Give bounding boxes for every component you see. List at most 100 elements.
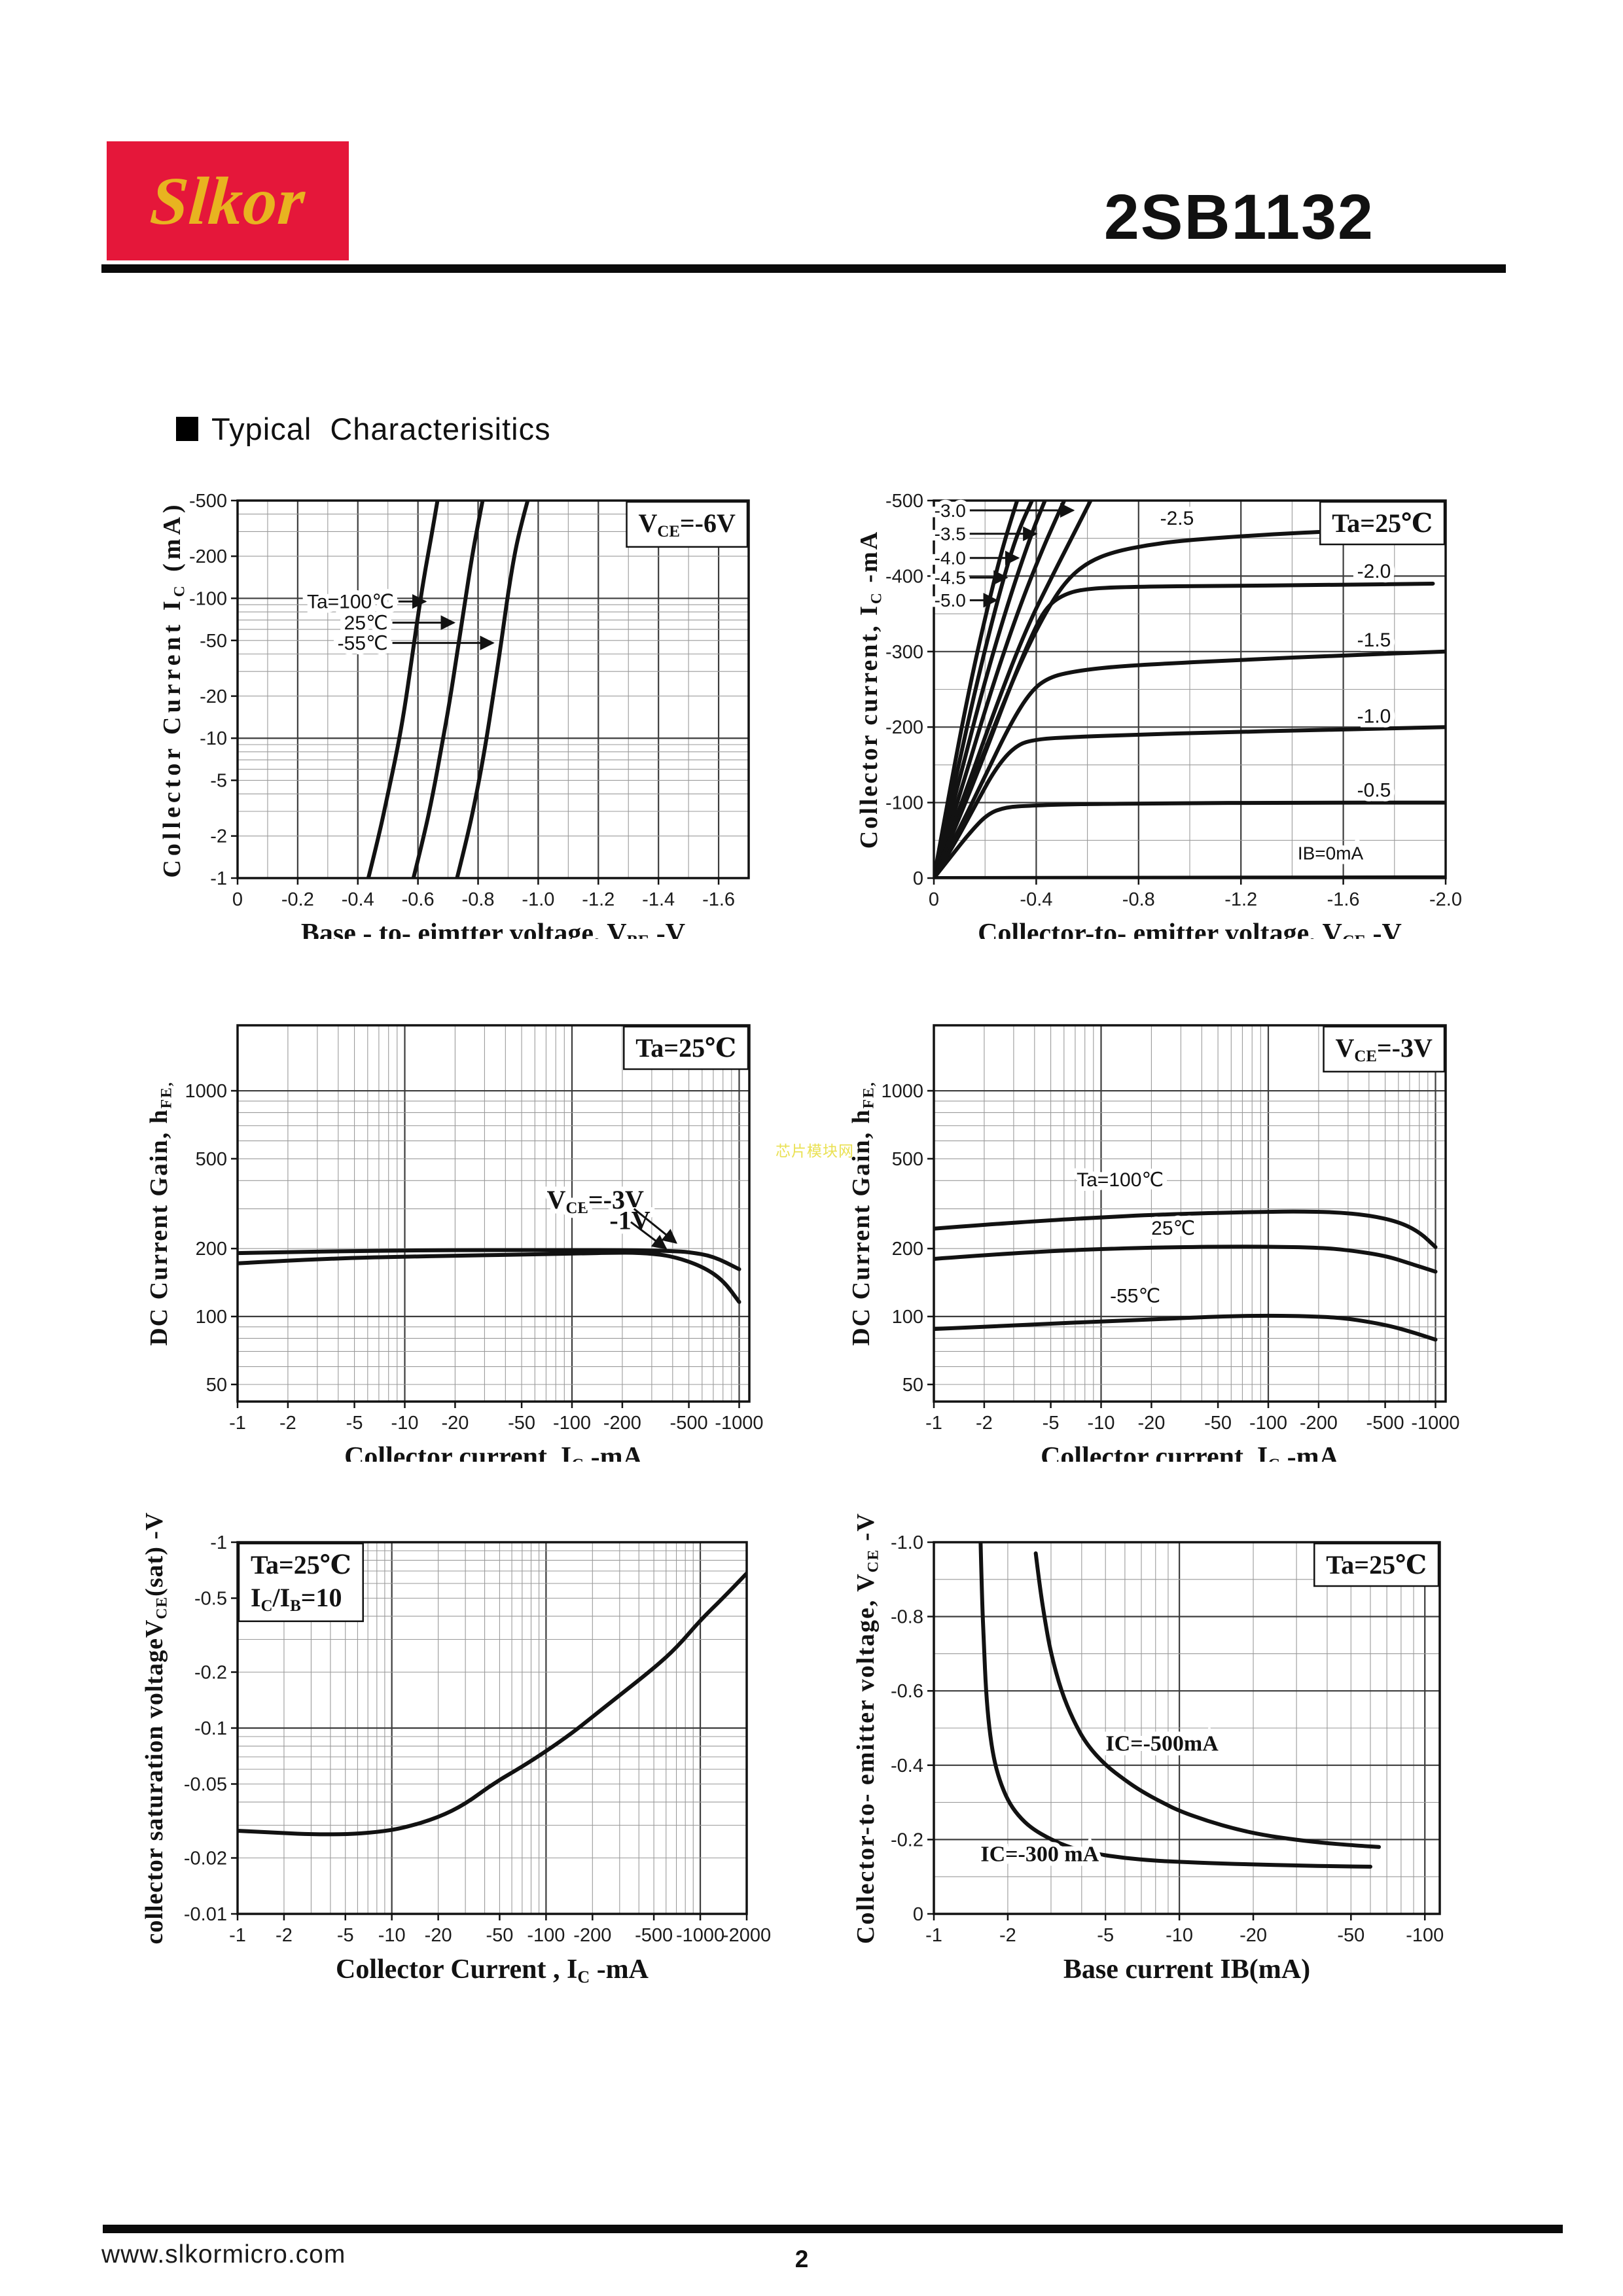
x-tick-label: -1.2	[1224, 889, 1257, 910]
x-tick-label: -2000	[722, 1925, 771, 1946]
y-axis-label: Collector Current IC (mA)	[158, 501, 188, 877]
x-tick-label: -0.6	[402, 889, 435, 910]
curve-label: -4.5	[935, 568, 966, 588]
y-tick-label: -100	[885, 793, 923, 814]
x-tick-label: -500	[670, 1413, 708, 1434]
y-tick-label: -1	[210, 1532, 227, 1553]
y-tick-label: 500	[892, 1149, 923, 1170]
plot-border	[933, 1541, 1441, 1915]
section-bullet-icon	[176, 417, 198, 441]
x-tick-label: -0.4	[342, 889, 374, 910]
y-tick-label: -0.01	[184, 1904, 227, 1925]
condition-box: Ta=25℃	[635, 1033, 736, 1063]
condition-box-frame	[623, 1025, 749, 1070]
x-tick-label: -2	[999, 1925, 1016, 1946]
y-tick-label: -0.2	[891, 1829, 923, 1850]
axis-ticks: -1 -2 -5 -10 -20 -50 -100 -200 -500 -1000 50 100 200…	[881, 1081, 1459, 1434]
y-tick-label: -0.02	[184, 1848, 227, 1869]
condition-box-frame	[238, 1542, 364, 1623]
condition-box-frame	[1323, 1025, 1446, 1073]
grid	[934, 1542, 1440, 1914]
condition-box-text: Ta=25℃	[1332, 508, 1433, 538]
watermark-text: 芯片模块网	[776, 1142, 854, 1159]
section-heading: Typical Characterisitics	[176, 411, 551, 447]
condition-box-text: Ta=25℃	[251, 1550, 351, 1580]
x-tick-label: -0.4	[1020, 889, 1052, 910]
x-axis-label: Base current IB(mA)	[1063, 1954, 1310, 1985]
x-tick-label: -1000	[1411, 1413, 1459, 1434]
chart-vce-sat-vs-ic: -1 -2 -5 -10 -20 -50 -100 -200 -500 -1000 -2000 -0.…	[92, 1512, 857, 1995]
axis-ticks: -1 -2 -5 -10 -20 -50 -100 0 -0.2 -0.4 -0.6 -0.8 -1.0	[891, 1532, 1444, 1946]
y-tick-label: -400	[885, 566, 923, 587]
curve-label: -4.0	[935, 548, 966, 569]
y-tick-label: 1000	[881, 1081, 923, 1102]
curve-label: -2.0	[1357, 561, 1391, 582]
chart-canvas-hfe-vs-ic-vce3v: -1 -2 -5 -10 -20 -50 -100 -200 -500 -1000 50 100 200…	[847, 1024, 1460, 1474]
x-tick-label: -2	[276, 1925, 293, 1946]
y-axis-label: Collector-to- emitter voltage, VCE -V	[852, 1513, 882, 1944]
series-line	[238, 1250, 741, 1304]
annotation-arrow	[630, 1221, 668, 1250]
y-tick-label: -1	[210, 868, 227, 889]
grid	[238, 1025, 749, 1402]
x-tick-label: -1.4	[642, 889, 675, 910]
y-tick-label: -500	[189, 491, 227, 512]
footer-rule	[103, 2225, 1563, 2233]
condition-box: Ta=25℃	[1332, 508, 1433, 538]
brand-logo-text: Slkor	[147, 163, 308, 239]
x-axis-label: Base - to- eimtter voltage, VBE -V	[301, 919, 685, 939]
condition-box: Ta=25℃IC/IB=10	[251, 1550, 351, 1615]
axis-ticks: -1 -2 -5 -10 -20 -50 -100 -200 -500 -1000 50 100 200…	[185, 1081, 763, 1434]
x-tick-label: -20	[441, 1413, 469, 1434]
x-tick-label: -200	[573, 1925, 611, 1946]
grid	[238, 501, 749, 878]
curve-label: -0.5	[1357, 779, 1391, 801]
curve-label: -5.0	[935, 590, 966, 610]
chart-output-characteristics: 0 -0.4 -0.8 -1.2 -1.6 -2.0 0 -100 -200 -300 -400 -5…	[785, 471, 1564, 951]
condition-box: VCE=-3V	[1336, 1033, 1433, 1065]
curve-label: -3.5	[935, 524, 966, 544]
y-tick-label: -0.4	[891, 1756, 923, 1776]
series-line	[934, 501, 1020, 878]
series-group	[238, 1248, 741, 1304]
x-tick-label: -2	[279, 1413, 296, 1434]
x-tick-label: -1	[925, 1413, 942, 1434]
series-line	[366, 501, 440, 878]
y-axis-label: DC Current Gain, hFE,​	[847, 1081, 877, 1346]
chart-canvas-vbe-vs-ic: 0 -0.2 -0.4 -0.6 -0.8 -1.0 -1.2 -1.4 -1.6 -1 -2 -5 -…	[158, 491, 750, 951]
y-tick-label: -5	[210, 771, 227, 792]
series-line	[934, 1209, 1438, 1249]
curve-label: -2.5	[1160, 508, 1194, 529]
x-tick-label: -20	[425, 1925, 452, 1946]
x-tick-label: -5	[1043, 1413, 1060, 1434]
part-number-title: 2SB1132	[1103, 181, 1374, 253]
curve-label: 25℃	[344, 612, 388, 634]
x-tick-label: -1000	[715, 1413, 763, 1434]
series-line	[238, 1248, 741, 1271]
x-tick-label: -50	[508, 1413, 535, 1434]
series-line	[934, 649, 1446, 878]
x-tick-label: -10	[378, 1925, 406, 1946]
condition-box-text: VCE=-6V	[639, 508, 736, 540]
condition-box: VCE=-6V	[639, 508, 736, 540]
x-tick-label: -10	[1088, 1413, 1115, 1434]
x-tick-label: -100	[1406, 1925, 1444, 1946]
y-axis-label: Collector current, IC -mA	[855, 530, 885, 849]
x-tick-label: -100	[553, 1413, 591, 1434]
curve-label: IB=0mA	[1298, 843, 1364, 864]
x-tick-label: -10	[1166, 1925, 1193, 1946]
x-tick-label: 0	[929, 889, 939, 910]
condition-box-text: VCE=-3V	[1336, 1033, 1433, 1065]
section-heading-text: Typical Characterisitics	[211, 412, 551, 446]
x-axis-label: Collector-to- emitter voltage, VCE -V	[978, 919, 1402, 939]
curve-label: IC=-500mA	[1105, 1732, 1219, 1756]
x-axis-label: Collector Current , IC -mA	[336, 1954, 649, 1987]
x-tick-label: -200	[603, 1413, 641, 1434]
curve-label: -1.5	[1357, 629, 1391, 651]
y-tick-label: -0.5	[194, 1588, 227, 1609]
series-line	[238, 1571, 747, 1837]
x-tick-label: -5	[1097, 1925, 1114, 1946]
curve-label: Ta=100℃	[1077, 1169, 1164, 1191]
x-tick-label: -1	[229, 1413, 246, 1434]
